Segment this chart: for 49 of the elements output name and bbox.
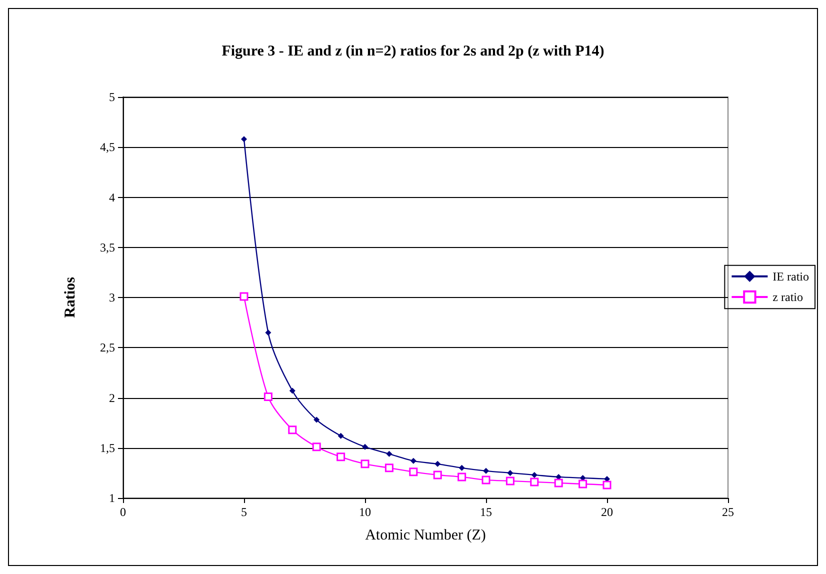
point	[482, 476, 490, 484]
y-tick-label: 1,5	[100, 440, 115, 455]
y-tick-label: 3,5	[100, 240, 115, 254]
y-tick-label: 1	[109, 491, 115, 505]
point	[506, 476, 514, 486]
y-tick-label: 4	[109, 190, 115, 204]
point	[530, 478, 539, 486]
y-tick-label: 4,5	[100, 140, 115, 154]
legend-label: IE ratio	[772, 269, 810, 284]
point	[336, 452, 346, 462]
point	[458, 472, 466, 482]
point	[409, 468, 418, 476]
point	[578, 480, 588, 488]
point	[265, 330, 272, 336]
point	[602, 480, 612, 490]
point	[360, 460, 370, 468]
x-tick-label: 25	[722, 505, 734, 519]
point	[384, 464, 394, 472]
x-tick-label: 10	[359, 505, 371, 519]
x-tick-label: 15	[480, 505, 492, 519]
point	[241, 136, 247, 142]
y-tick-label: 2,5	[100, 340, 115, 355]
point	[410, 458, 416, 464]
point	[386, 450, 392, 457]
point	[240, 292, 248, 301]
point	[338, 432, 344, 439]
point	[483, 468, 489, 474]
point	[531, 472, 538, 478]
x-tick-label: 0	[120, 505, 126, 519]
point	[312, 442, 321, 452]
y-axis-title: Ratios	[62, 276, 78, 318]
chart-title: Figure 3 - IE and z (in n=2) ratios for 2s and 2p (z with P14)	[222, 44, 604, 60]
x-tick-label: 5	[241, 505, 247, 519]
point	[434, 460, 441, 467]
x-axis-title: Atomic Number (Z)	[365, 528, 486, 544]
x-tick-label: 20	[601, 505, 613, 519]
point	[433, 470, 442, 480]
point	[289, 388, 296, 394]
legend-label: z ratio	[772, 290, 804, 304]
point	[264, 392, 272, 401]
y-tick-label: 2	[109, 390, 115, 405]
point	[314, 416, 320, 423]
point	[362, 444, 368, 450]
y-tick-label: 5	[109, 90, 115, 104]
point	[507, 470, 514, 476]
point	[288, 426, 297, 434]
point	[458, 464, 465, 471]
point	[554, 478, 563, 488]
y-tick-label: 3	[109, 290, 115, 304]
